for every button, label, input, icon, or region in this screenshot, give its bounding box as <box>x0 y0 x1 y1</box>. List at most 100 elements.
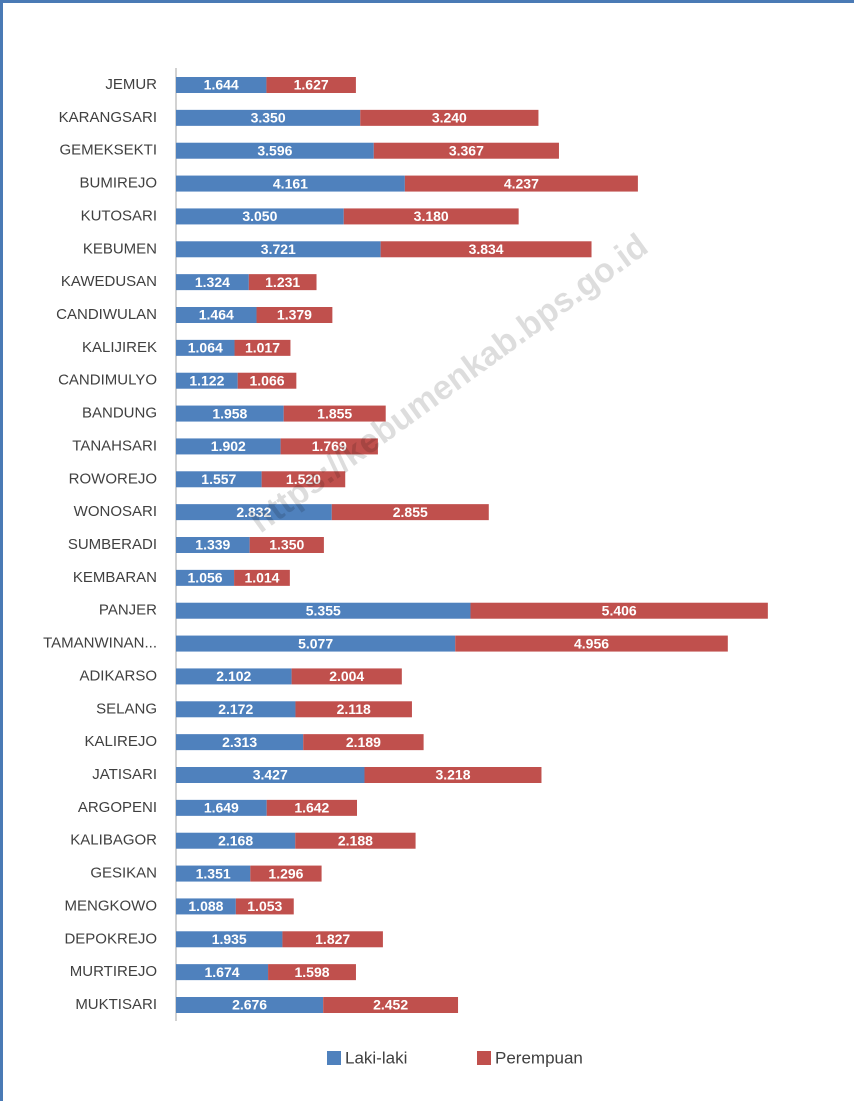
value-label: 1.122 <box>189 372 224 388</box>
bar-segment <box>373 142 559 159</box>
value-label: 2.168 <box>218 832 253 848</box>
value-label: 1.339 <box>195 537 230 553</box>
value-label: 1.017 <box>245 340 280 356</box>
value-label: 1.557 <box>201 471 236 487</box>
value-label: 1.379 <box>277 307 312 323</box>
category-label: BANDUNG <box>82 405 157 422</box>
value-label: 3.596 <box>257 142 292 158</box>
bar-segment <box>261 471 346 488</box>
bar-segment <box>176 175 405 192</box>
bar-segment <box>176 208 344 225</box>
value-label: 1.520 <box>286 471 321 487</box>
value-label: 1.827 <box>315 931 350 947</box>
category-label: MURTIREJO <box>70 963 157 980</box>
bar-segment <box>249 537 324 553</box>
bar-segment <box>176 734 304 751</box>
value-label: 1.350 <box>269 537 304 553</box>
category-label: DEPOKREJO <box>64 930 157 947</box>
bar-segment <box>176 898 236 915</box>
legend-swatch <box>327 1051 341 1065</box>
bar-segment <box>176 372 238 389</box>
value-label: 1.769 <box>312 438 347 454</box>
category-label: BUMIREJO <box>79 175 157 192</box>
bar-segment <box>176 77 267 93</box>
category-label: GESIKAN <box>90 865 157 882</box>
bar-segment <box>176 569 235 586</box>
bar-segment <box>176 865 251 882</box>
value-label: 2.452 <box>373 997 408 1013</box>
bar-segment <box>176 668 292 685</box>
value-label: 3.834 <box>469 241 504 257</box>
value-label: 3.218 <box>435 767 470 783</box>
bar-segment <box>234 569 290 586</box>
value-label: 4.161 <box>273 175 308 191</box>
bar-segment <box>176 799 267 816</box>
value-label: 3.240 <box>432 110 467 126</box>
bar-segment <box>343 208 519 225</box>
value-label: 1.902 <box>211 438 246 454</box>
bar-segment <box>283 405 386 422</box>
category-label: CANDIWULAN <box>56 306 157 323</box>
value-label: 2.188 <box>338 832 373 848</box>
bar-segment <box>176 832 296 849</box>
value-label: 3.721 <box>261 241 296 257</box>
category-label: ROWOREJO <box>69 470 157 487</box>
value-label: 3.367 <box>449 142 484 158</box>
value-label: 4.237 <box>504 175 539 191</box>
value-label: 1.088 <box>188 898 223 914</box>
category-label: TANAHSARI <box>72 437 157 454</box>
legend-label: Perempuan <box>495 1048 583 1067</box>
category-label: SELANG <box>96 700 157 717</box>
value-label: 2.004 <box>329 668 364 684</box>
value-label: 1.958 <box>212 405 247 421</box>
bar-segment <box>176 339 235 356</box>
bar-segment <box>176 241 381 258</box>
category-label: ADIKARSO <box>79 667 157 684</box>
category-label: GEMEKSEKTI <box>59 142 157 159</box>
category-label: KEMBARAN <box>73 569 157 586</box>
value-label: 1.644 <box>204 77 239 93</box>
value-label: 1.351 <box>196 865 231 881</box>
bar-segment <box>360 109 539 126</box>
value-label: 2.676 <box>232 997 267 1013</box>
bar-segment <box>250 865 322 882</box>
bar-segment <box>323 997 459 1013</box>
bar-segment <box>176 438 281 455</box>
category-label: WONOSARI <box>74 503 157 520</box>
value-label: 5.355 <box>306 602 341 618</box>
bar-segment <box>176 405 284 422</box>
value-label: 2.189 <box>346 734 381 750</box>
value-label: 1.014 <box>244 570 279 586</box>
bar-segment <box>176 307 257 323</box>
category-label: ARGOPENI <box>78 799 157 816</box>
value-label: 5.077 <box>298 635 333 651</box>
category-label: KALIBAGOR <box>70 832 157 849</box>
value-label: 1.642 <box>294 800 329 816</box>
category-label: KARANGSARI <box>59 109 157 126</box>
value-label: 1.324 <box>195 274 230 290</box>
legend-swatch <box>477 1051 491 1065</box>
bar-segment <box>455 635 728 652</box>
bar-segment <box>176 109 361 126</box>
bar-segment <box>470 602 768 619</box>
bar-segment <box>176 471 262 488</box>
value-label: 1.231 <box>265 274 300 290</box>
category-label: JATISARI <box>92 766 157 783</box>
value-label: 3.180 <box>414 208 449 224</box>
bar-segment <box>256 307 333 323</box>
bar-segment <box>248 274 317 291</box>
bar-segment <box>282 931 383 948</box>
value-label: 1.064 <box>188 340 223 356</box>
bar-segment <box>303 734 424 751</box>
category-label: KAWEDUSAN <box>61 273 157 290</box>
value-label: 5.406 <box>602 602 637 618</box>
value-label: 1.627 <box>294 77 329 93</box>
category-label: CANDIMULYO <box>58 372 157 389</box>
category-label: KALIREJO <box>84 733 157 750</box>
legend-label: Laki-laki <box>345 1048 407 1067</box>
bar-segment <box>176 767 365 783</box>
bar-segment <box>268 964 356 981</box>
category-label: SUMBERADI <box>68 536 157 553</box>
